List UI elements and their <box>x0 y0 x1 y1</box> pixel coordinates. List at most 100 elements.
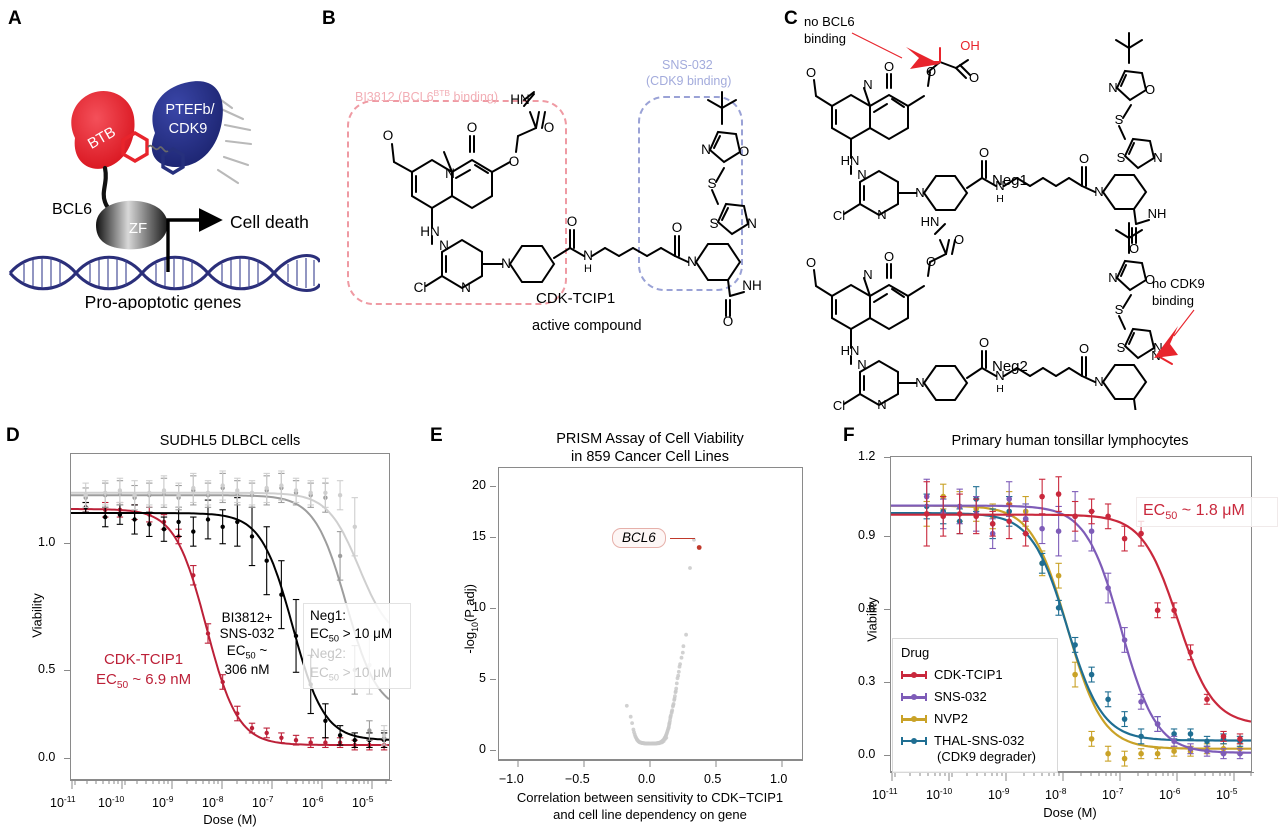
neg1-atom-N-amide: N <box>995 178 1004 193</box>
neg1-name: Neg1 <box>992 172 1028 189</box>
cdk9-label-line1: PTEFb/ <box>165 102 215 118</box>
neg1-atom-OH: OH <box>960 38 980 53</box>
cdk9-label-line2: CDK9 <box>169 121 208 137</box>
bcl6-callout: BCL6 <box>612 528 666 548</box>
panel-d-cdk-tcip1-line1: CDK-TCIP1 <box>103 651 184 668</box>
panel-d-combo-line3: EC50 ~ <box>226 642 268 661</box>
atom-O-amide-2: O <box>567 214 578 229</box>
pro-apoptotic-label: Pro-apoptotic genes <box>85 292 242 310</box>
legend-item-cdk-tcip1[interactable]: CDK-TCIP1 <box>901 667 1049 684</box>
atom-O-carbonyl: O <box>467 120 478 135</box>
panel-d-neg2-ec50: EC50 > 10 μM <box>310 664 393 683</box>
linker-sns032-hexagon <box>161 147 185 175</box>
panel-e-xlabel-line1: Correlation between sensitivity to CDK−T… <box>516 790 784 805</box>
atom-N-amide-chain: N <box>583 248 593 263</box>
btb-domain <box>71 90 135 169</box>
panel-e-letter: E <box>430 425 443 446</box>
zf-domain <box>96 200 168 250</box>
panel-f-ytick-4: 0.0 <box>858 747 876 761</box>
panel-e-ytick-4: 0 <box>479 742 486 756</box>
legend-item-nvp2[interactable]: NVP2 <box>901 711 1049 728</box>
neg1-atom-O-ether: O <box>926 64 936 79</box>
panel-f-ytick-0: 1.2 <box>858 449 876 463</box>
panel-b: BI3812 (BCL6BTB binding) SNS-032 (CDK9 b… <box>320 0 780 400</box>
panel-d-ytick-3: 0.0 <box>38 750 56 764</box>
panel-d-neg-legend: Neg1: EC50 > 10 μM Neg2: EC50 > 10 μM <box>303 603 411 689</box>
legend-item-sns-032[interactable]: SNS-032 <box>901 689 1049 706</box>
bi3812-label-sup: BTB <box>433 88 451 98</box>
atom-O-methoxy: O <box>383 128 394 143</box>
neg2-atom-O-ether: O <box>926 254 936 269</box>
bi3812-label-tail: binding) <box>450 90 499 105</box>
panel-d-cdk-tcip1-annotation: CDK-TCIP1 EC50 ~ 6.9 nM <box>96 650 191 693</box>
panel-f-xtick-6: 10-5 <box>1216 786 1238 803</box>
legend-swatch-cdk-tcip1 <box>901 670 927 680</box>
panel-e-title-line2: in 859 Cancer Cell Lines <box>571 449 729 466</box>
panel-c: no BCL6 binding Neg1 no CDK9 binding Neg… <box>780 0 1280 410</box>
panel-e-ytickmark-0 <box>490 486 496 487</box>
legend-swatch-thal-sns-032 <box>901 736 927 746</box>
neg2-atom-O-amide-top: O <box>954 232 964 247</box>
panel-d-xlabel: Dose (M) <box>203 812 257 827</box>
panel-d-cdk-tcip1-line2: EC50 ~ 6.9 nM <box>96 671 192 692</box>
cdk-tcip1-name: CDK-TCIP1 <box>536 290 616 307</box>
panel-e-ytick-3: 5 <box>479 671 486 685</box>
atom-O-amide: O <box>544 120 555 135</box>
panel-f-ytickmark-3 <box>884 682 890 683</box>
legend-label-cdk-tcip1: CDK-TCIP1 <box>934 666 1003 682</box>
neg2-atom-N-oxazole: N <box>1108 270 1117 285</box>
panel-d-neg1-ec50: EC50 > 10 μM <box>310 626 393 644</box>
panel-f-ylabel: Viability <box>864 597 880 642</box>
panel-d-xtick-1: 10-10 <box>98 794 125 811</box>
panel-d-ytickmark-1 <box>64 543 70 544</box>
atom-H-amide-chain: H <box>584 263 592 275</box>
atom-O-amide-3: O <box>672 220 683 235</box>
panel-e-xtick-3: 0.5 <box>704 772 722 786</box>
neg1-atom-N-pyr2: N <box>877 207 886 222</box>
neg1-atom-N-pip1: N <box>915 185 924 200</box>
neg2-atom-O-carbonyl: O <box>884 249 894 264</box>
panel-d-combo-line2: SNS-032 <box>219 626 275 642</box>
panel-d-ytick-1: 1.0 <box>38 535 56 549</box>
atom-O-ether: O <box>509 154 520 169</box>
atom-O-oxazole: O <box>739 144 750 159</box>
neg1-atom-NH: NH <box>1148 206 1167 221</box>
atom-N-pyrimidine-2: N <box>461 280 471 295</box>
legend-label-nvp2: NVP2 <box>934 710 968 726</box>
bi3812-region-box <box>347 100 567 305</box>
panel-d-neg1-label: Neg1: <box>310 608 347 623</box>
panel-e-xlabel: Correlation between sensitivity to CDK−T… <box>490 790 810 824</box>
panel-f-ytickmark-0 <box>884 457 890 458</box>
neg2-atom-N-quinolinone: N <box>863 267 872 282</box>
legend-item-thal-sns-032[interactable]: THAL-SNS-032 (CDK9 degrader) <box>901 733 1049 767</box>
panel-e-ytick-2: 10 <box>472 600 486 614</box>
neg1-pointer-line <box>851 32 903 59</box>
neg2-atom-HN: HN <box>921 214 940 229</box>
linker-bi3812-hexagon <box>121 131 149 163</box>
panel-e-xaxis <box>498 760 803 767</box>
panel-f-ytickmark-1 <box>884 536 890 537</box>
zf-label: ZF <box>129 220 147 237</box>
panel-d-xtick-4: 10-7 <box>252 794 274 811</box>
panel-d-neg2-label: Neg2: <box>310 646 347 662</box>
legend-swatch-nvp2 <box>901 714 927 724</box>
neg2-atom-N-pyr1: N <box>857 357 866 372</box>
sns032-region-label-line2: (CDK9 binding) <box>646 74 732 88</box>
atom-HN: HN <box>510 92 530 107</box>
panel-e-ytickmark-2 <box>490 608 496 609</box>
panel-f-xtick-1: 10-10 <box>926 786 953 803</box>
panel-e-ytick-1: 15 <box>472 529 486 543</box>
cdk-tcip1-structure: O N O O O HN HN N N Cl N O N H O N O NH … <box>383 91 762 329</box>
panel-f-ec50-annotation: EC50 ~ 1.8 μM <box>1136 497 1278 527</box>
legend-label-sns-032: SNS-032 <box>934 688 987 704</box>
neg2-atom-O-methoxy: O <box>806 255 816 270</box>
neg2-atom-H-amide: H <box>996 383 1004 395</box>
panel-f-ytick-2: 0.6 <box>858 601 876 615</box>
panel-e-ytickmark-3 <box>490 679 496 680</box>
panel-e-scatter-svg <box>624 537 702 746</box>
panel-f-legend: Drug CDK-TCIP1 SNS-032 NVP2 THAL-SNS-032… <box>892 638 1058 774</box>
neg2-atom-Cl: Cl <box>833 398 845 410</box>
panel-e-ytickmark-1 <box>490 537 496 538</box>
panel-e-plot-frame <box>498 467 803 760</box>
panel-f-xlabel: Dose (M) <box>1043 805 1097 820</box>
